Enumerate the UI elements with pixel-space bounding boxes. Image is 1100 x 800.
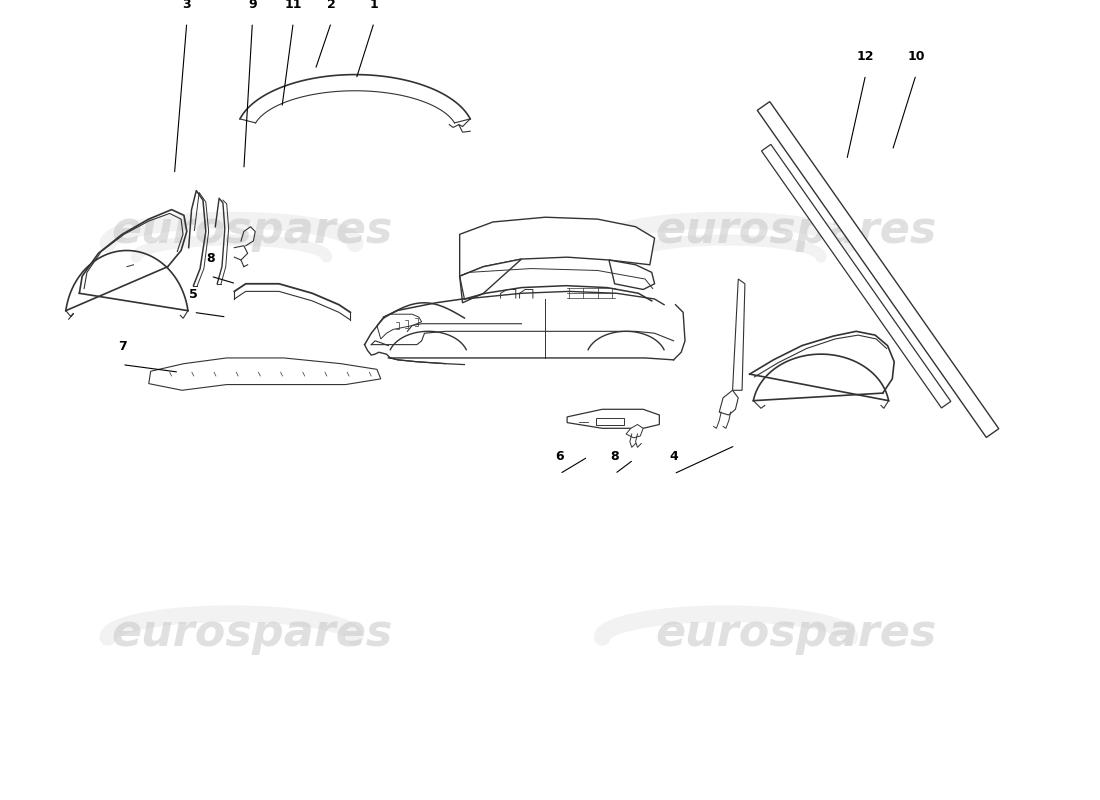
Text: eurospares: eurospares: [656, 209, 936, 252]
Text: 7: 7: [118, 340, 127, 353]
Text: eurospares: eurospares: [111, 209, 393, 252]
Text: 10: 10: [908, 50, 925, 63]
Polygon shape: [626, 425, 644, 438]
Bar: [595, 418, 624, 426]
Text: 1: 1: [370, 0, 378, 11]
Polygon shape: [460, 218, 654, 276]
Text: 4: 4: [669, 450, 678, 462]
Text: 8: 8: [206, 252, 214, 265]
Text: 6: 6: [556, 450, 564, 462]
Polygon shape: [757, 102, 999, 438]
Text: eurospares: eurospares: [656, 612, 936, 655]
Polygon shape: [609, 260, 654, 290]
Polygon shape: [148, 358, 381, 390]
Text: 8: 8: [610, 450, 619, 462]
Text: 2: 2: [327, 0, 336, 11]
Polygon shape: [377, 314, 421, 339]
Text: 12: 12: [857, 50, 874, 63]
Polygon shape: [761, 144, 950, 408]
Polygon shape: [733, 279, 745, 390]
Text: 5: 5: [189, 288, 198, 301]
Polygon shape: [568, 410, 659, 428]
Text: 9: 9: [249, 0, 256, 11]
Text: 3: 3: [183, 0, 191, 11]
Polygon shape: [719, 390, 738, 415]
Text: 11: 11: [285, 0, 303, 11]
Polygon shape: [460, 259, 521, 302]
Text: eurospares: eurospares: [111, 612, 393, 655]
